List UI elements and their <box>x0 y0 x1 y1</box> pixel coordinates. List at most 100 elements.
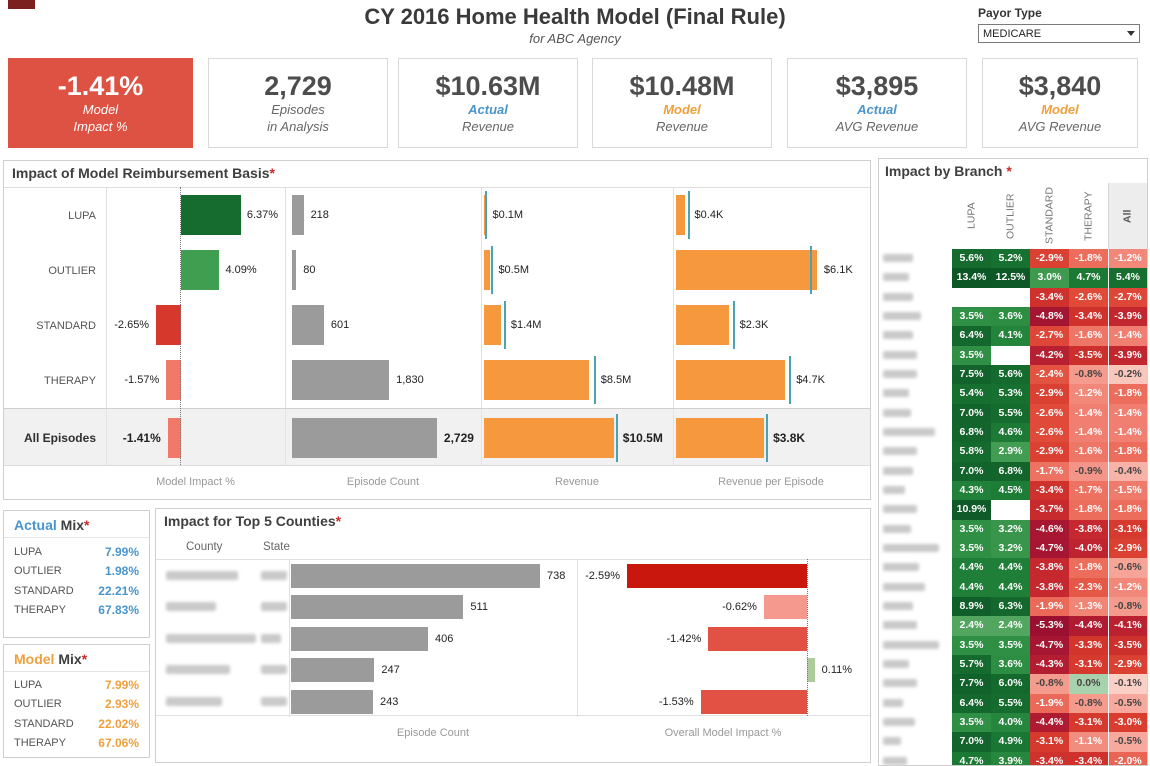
revenue-bar[interactable] <box>484 195 486 235</box>
heatmap-cell[interactable]: 3.5% <box>952 712 991 733</box>
heatmap-cell[interactable]: 2.4% <box>952 616 991 636</box>
heatmap-cell[interactable]: -3.3% <box>1069 635 1108 655</box>
heatmap-cell[interactable]: -1.8% <box>1108 500 1147 520</box>
heatmap-cell[interactable]: -2.9% <box>1030 249 1069 269</box>
heatmap-cell[interactable]: 6.0% <box>991 674 1030 694</box>
heatmap-cell[interactable]: 5.2% <box>991 249 1030 269</box>
episode-count-bar[interactable] <box>292 418 437 458</box>
heatmap-cell[interactable]: 7.7% <box>952 674 991 694</box>
heatmap-cell[interactable]: 3.5% <box>952 306 991 327</box>
heatmap-cell[interactable]: 5.5% <box>991 403 1030 423</box>
heatmap-cell[interactable]: 8.9% <box>952 596 991 617</box>
county-impact-bar[interactable] <box>626 564 807 588</box>
heatmap-cell[interactable]: 5.5% <box>991 693 1030 713</box>
heatmap-cell[interactable]: -1.2% <box>1069 384 1108 404</box>
heatmap-cell[interactable]: -1.9% <box>1030 596 1069 617</box>
heatmap-cell[interactable]: -3.5% <box>1108 635 1147 655</box>
heatmap-cell[interactable]: -1.5% <box>1108 480 1147 501</box>
heatmap-cell[interactable]: -3.9% <box>1108 306 1147 327</box>
heatmap-cell[interactable]: -0.4% <box>1108 461 1147 481</box>
heatmap-cell[interactable]: -0.1% <box>1108 674 1147 694</box>
heatmap-cell[interactable]: -3.1% <box>1108 519 1147 539</box>
county-impact-bar[interactable] <box>708 626 807 651</box>
county-episode-bar[interactable] <box>291 595 464 620</box>
heatmap-cell[interactable]: -1.4% <box>1108 422 1147 443</box>
heatmap-cell[interactable]: -1.8% <box>1108 384 1147 404</box>
impact-bar[interactable] <box>167 418 181 458</box>
heatmap-cell[interactable]: -2.7% <box>1108 287 1147 307</box>
heatmap-cell[interactable] <box>991 345 1030 365</box>
heatmap-cell[interactable]: 3.2% <box>991 519 1030 539</box>
heatmap-cell[interactable]: -4.6% <box>1030 519 1069 539</box>
heatmap-cell[interactable]: -1.4% <box>1069 403 1108 423</box>
heatmap-cell[interactable]: -4.0% <box>1069 538 1108 559</box>
heatmap-cell[interactable]: 3.6% <box>991 306 1030 327</box>
heatmap-cell[interactable] <box>991 287 1030 307</box>
heatmap-cell[interactable]: -1.2% <box>1108 249 1147 269</box>
heatmap-cell[interactable]: 4.7% <box>952 751 991 765</box>
heatmap-cell[interactable]: 4.9% <box>991 732 1030 752</box>
heatmap-cell[interactable]: -1.3% <box>1069 596 1108 617</box>
heatmap-cell[interactable]: 6.4% <box>952 326 991 346</box>
heatmap-cell[interactable]: 10.9% <box>952 500 991 520</box>
heatmap-cell[interactable]: -0.9% <box>1069 461 1108 481</box>
heatmap-cell[interactable]: -4.8% <box>1030 306 1069 327</box>
heatmap-cell[interactable]: -0.8% <box>1108 596 1147 617</box>
heatmap-cell[interactable]: 5.6% <box>991 364 1030 385</box>
heatmap-cell[interactable]: 4.7% <box>1069 268 1108 288</box>
heatmap-cell[interactable]: -2.9% <box>1108 654 1147 675</box>
heatmap-cell[interactable]: 6.8% <box>991 461 1030 481</box>
heatmap-cell[interactable]: -4.4% <box>1030 712 1069 733</box>
heatmap-cell[interactable]: 4.1% <box>991 326 1030 346</box>
county-impact-bar[interactable] <box>700 689 807 714</box>
heatmap-cell[interactable]: 7.5% <box>952 364 991 385</box>
heatmap-cell[interactable]: -3.7% <box>1030 500 1069 520</box>
heatmap-cell[interactable]: -3.4% <box>1030 751 1069 765</box>
heatmap-cell[interactable]: 3.2% <box>991 538 1030 559</box>
heatmap-cell[interactable]: -2.3% <box>1069 577 1108 597</box>
impact-bar[interactable] <box>181 195 241 235</box>
heatmap-cell[interactable]: -4.7% <box>1030 635 1069 655</box>
episode-count-bar[interactable] <box>292 195 304 235</box>
heatmap-cell[interactable]: 0.0% <box>1069 674 1108 694</box>
heatmap-cell[interactable]: -1.7% <box>1069 480 1108 501</box>
revenue-bar[interactable] <box>484 360 590 400</box>
heatmap-cell[interactable]: 5.6% <box>952 249 991 269</box>
county-episode-bar[interactable] <box>291 658 375 683</box>
heatmap-cell[interactable]: -0.8% <box>1069 693 1108 713</box>
county-episode-bar[interactable] <box>291 689 373 714</box>
heatmap-cell[interactable]: -3.4% <box>1069 306 1108 327</box>
heatmap-cell[interactable]: -2.4% <box>1030 364 1069 385</box>
revenue-bar[interactable] <box>484 418 615 458</box>
heatmap-cell[interactable]: -3.4% <box>1069 751 1108 765</box>
payor-type-dropdown[interactable]: MEDICARE <box>978 24 1140 43</box>
heatmap-cell[interactable]: 4.3% <box>952 480 991 501</box>
rpe-bar[interactable] <box>676 360 785 400</box>
heatmap-cell[interactable]: 4.4% <box>952 577 991 597</box>
heatmap-cell[interactable]: 4.4% <box>991 577 1030 597</box>
heatmap-cell[interactable]: -2.9% <box>1030 384 1069 404</box>
heatmap-cell[interactable]: -3.5% <box>1069 345 1108 365</box>
heatmap-cell[interactable]: -1.4% <box>1069 422 1108 443</box>
heatmap-cell[interactable]: -3.1% <box>1069 654 1108 675</box>
heatmap-cell[interactable]: 5.4% <box>1108 268 1147 288</box>
heatmap-cell[interactable]: -2.6% <box>1030 422 1069 443</box>
heatmap-cell[interactable]: -3.8% <box>1069 519 1108 539</box>
heatmap-cell[interactable]: 4.5% <box>991 480 1030 501</box>
heatmap-cell[interactable]: -3.0% <box>1108 712 1147 733</box>
heatmap-cell[interactable] <box>952 287 991 307</box>
heatmap-cell[interactable]: 5.8% <box>952 442 991 462</box>
impact-bar[interactable] <box>181 250 220 290</box>
heatmap-cell[interactable]: 7.0% <box>952 461 991 481</box>
heatmap-cell[interactable]: -4.4% <box>1069 616 1108 636</box>
heatmap-cell[interactable]: -0.2% <box>1108 364 1147 385</box>
heatmap-cell[interactable]: -2.9% <box>1030 442 1069 462</box>
heatmap-cell[interactable]: -0.8% <box>1069 364 1108 385</box>
heatmap-cell[interactable]: -2.6% <box>1069 287 1108 307</box>
heatmap-cell[interactable]: -3.1% <box>1069 712 1108 733</box>
heatmap-cell[interactable]: 6.8% <box>952 422 991 443</box>
impact-bar[interactable] <box>166 360 181 400</box>
heatmap-cell[interactable]: -3.9% <box>1108 345 1147 365</box>
heatmap-cell[interactable]: -4.1% <box>1108 616 1147 636</box>
heatmap-cell[interactable]: -2.9% <box>1108 538 1147 559</box>
